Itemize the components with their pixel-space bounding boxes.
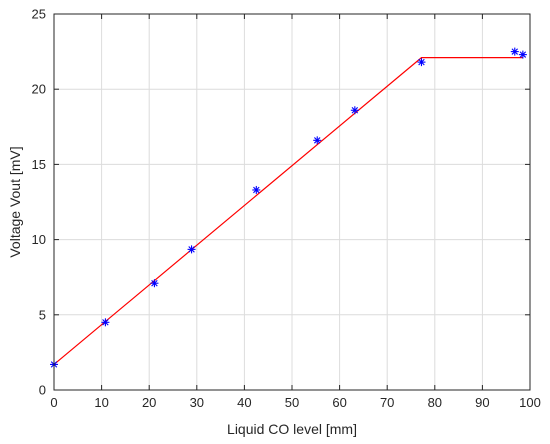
data-point	[150, 279, 159, 288]
asterisk-stroke	[151, 279, 158, 287]
x-tick-label: 50	[285, 395, 299, 410]
x-tick-label: 0	[50, 395, 57, 410]
x-axis-label: Liquid CO level [mm]	[227, 421, 357, 437]
asterisk-stroke	[519, 51, 527, 58]
x-tick-label: 30	[190, 395, 204, 410]
asterisk-stroke	[188, 246, 195, 253]
y-tick-label: 20	[32, 82, 46, 97]
asterisk-stroke	[313, 137, 321, 144]
data-point	[417, 58, 426, 67]
data-point	[252, 185, 261, 194]
y-tick-label: 0	[39, 383, 46, 398]
data-point	[187, 245, 196, 254]
y-tick-label: 5	[39, 307, 46, 322]
data-point	[101, 318, 110, 327]
x-tick-label: 90	[475, 395, 489, 410]
x-tick-label: 100	[519, 395, 541, 410]
asterisk-stroke	[253, 186, 260, 194]
x-tick-label: 80	[428, 395, 442, 410]
x-tick-label: 70	[380, 395, 394, 410]
asterisk-stroke	[511, 48, 518, 55]
y-tick-label: 10	[32, 232, 46, 247]
y-tick-label: 25	[32, 7, 46, 22]
x-tick-label: 60	[332, 395, 346, 410]
plot-series	[50, 47, 527, 369]
asterisk-stroke	[102, 319, 109, 326]
axis-ticks: 0 10 20 30 40 50 60 70 80 90 100 0 5 10 15 20 25	[32, 7, 541, 411]
data-point	[313, 136, 322, 145]
x-tick-label: 10	[94, 395, 108, 410]
asterisk-stroke	[351, 107, 359, 114]
y-axis-label: Voltage Vout [mV]	[7, 146, 23, 257]
asterisk-stroke	[418, 58, 425, 66]
data-point	[350, 106, 359, 115]
x-tick-label: 20	[142, 395, 156, 410]
y-tick-label: 15	[32, 157, 46, 172]
data-point	[518, 50, 527, 59]
data-point	[510, 47, 519, 56]
fit-line	[53, 57, 523, 365]
grid	[53, 13, 531, 391]
x-tick-label: 40	[237, 395, 251, 410]
